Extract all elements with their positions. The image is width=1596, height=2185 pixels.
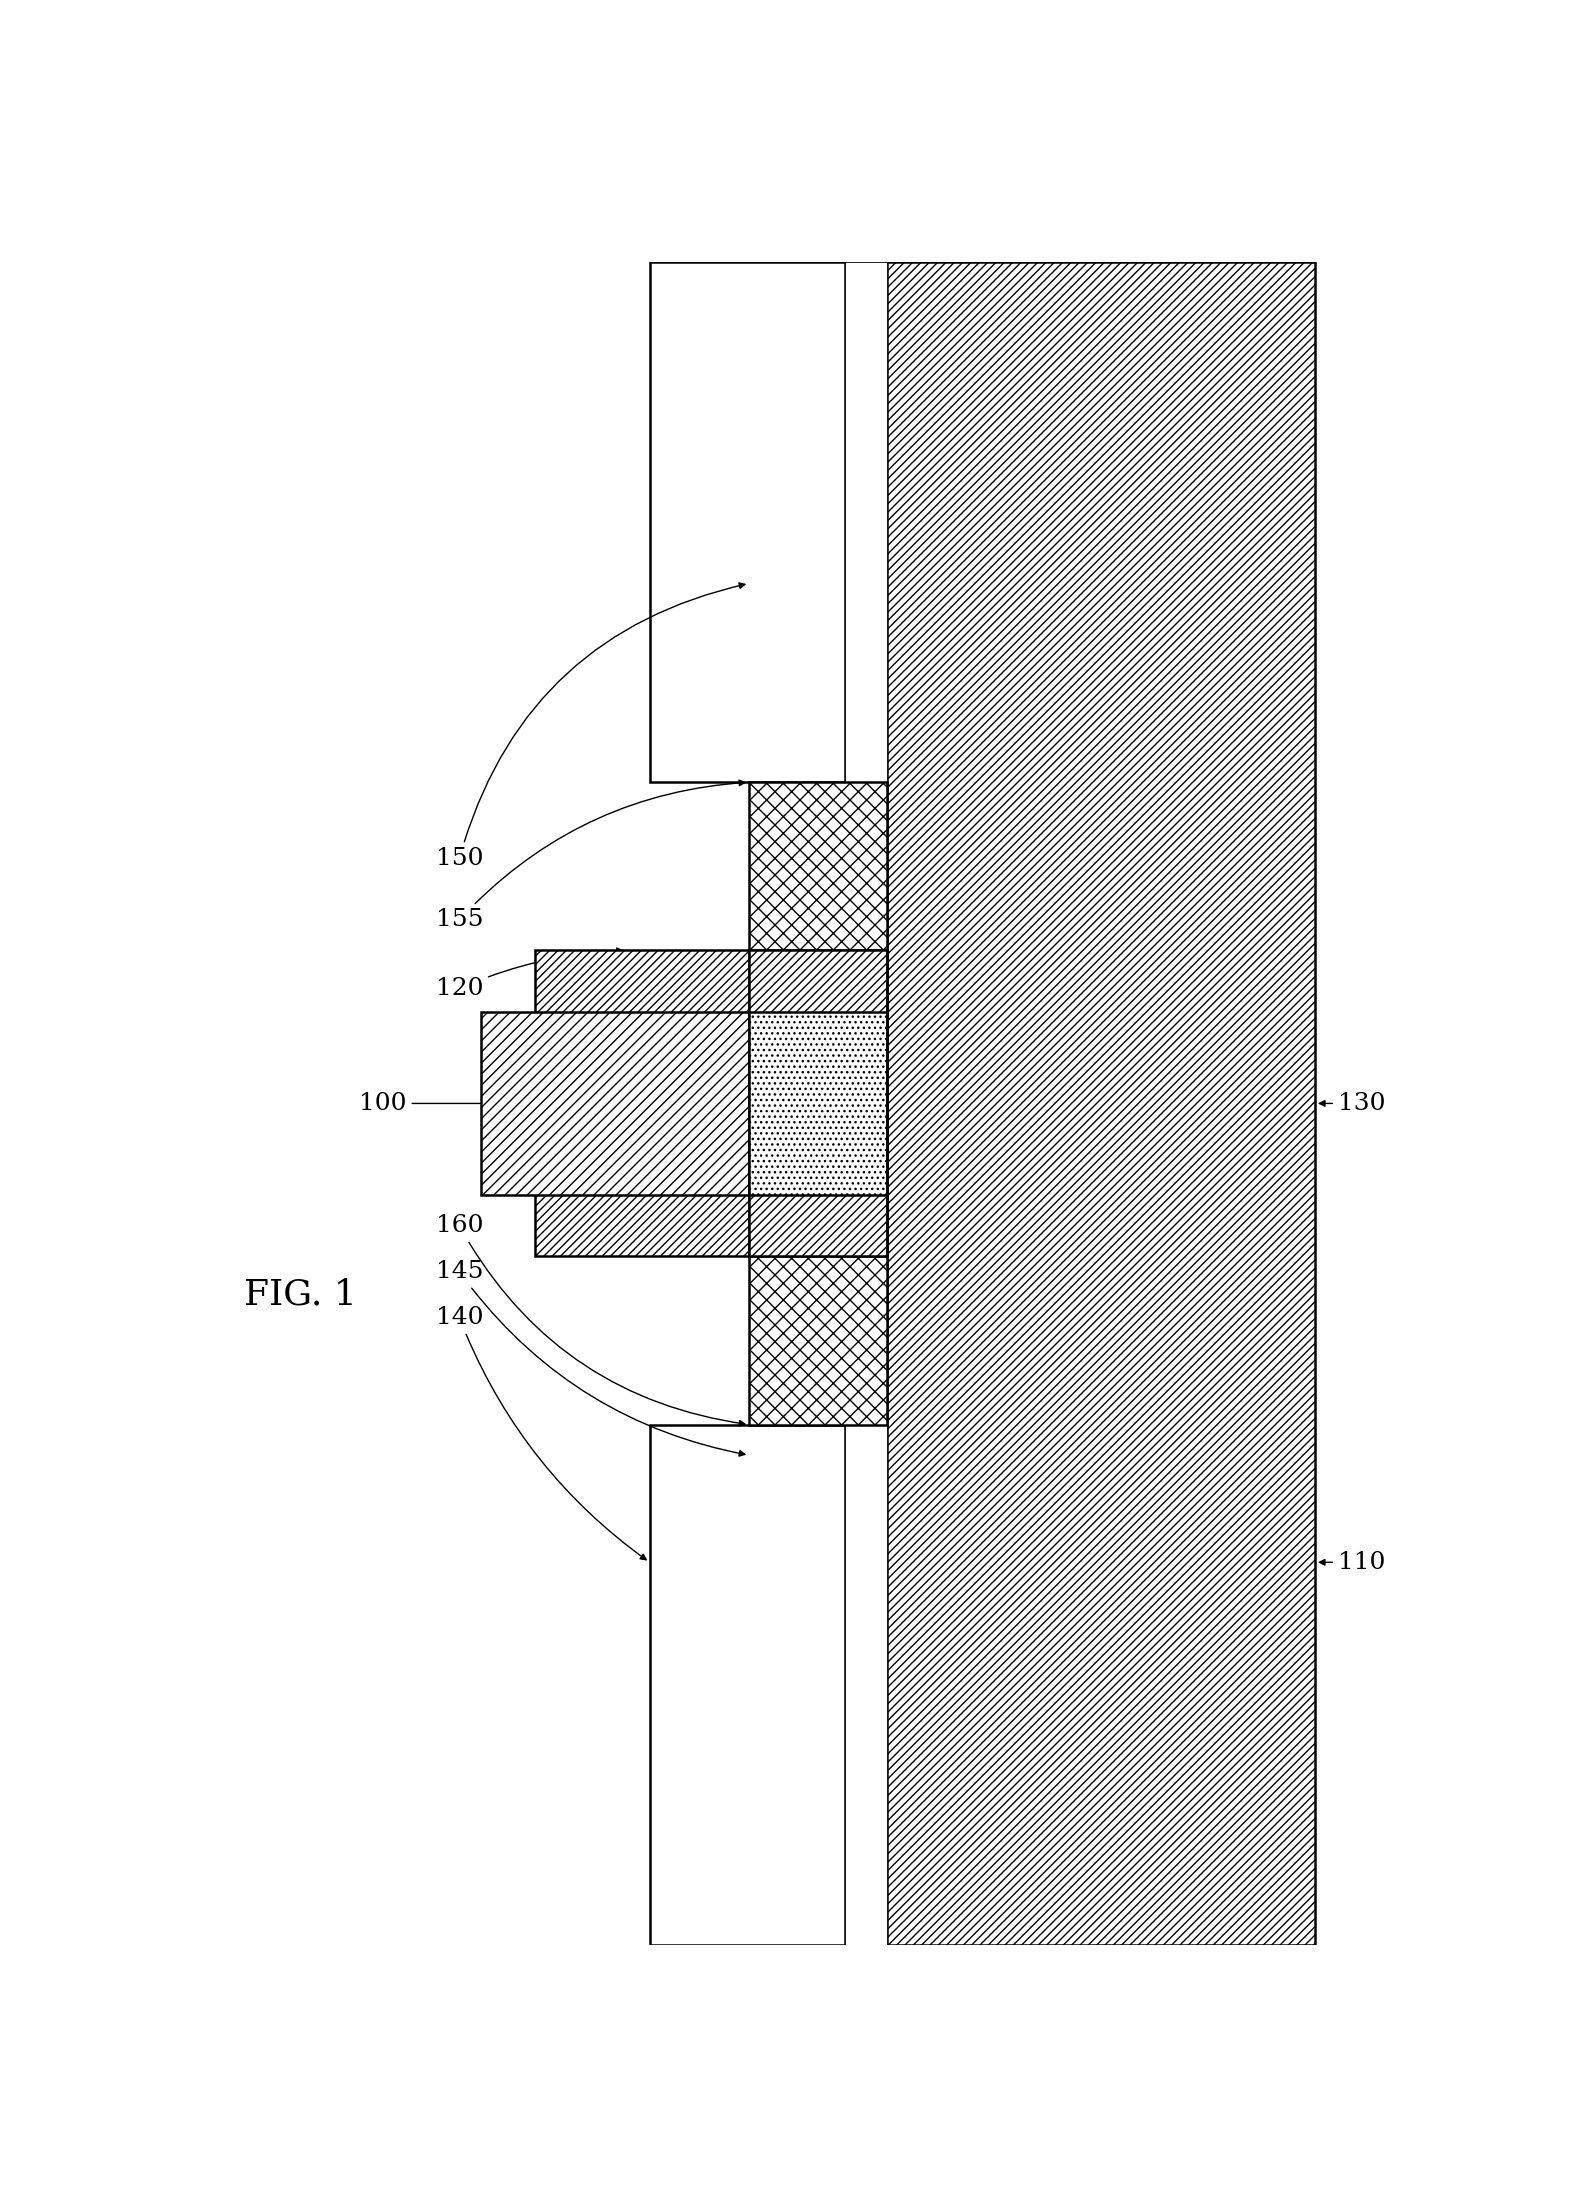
Text: 160: 160 [436, 1215, 745, 1427]
Text: 110: 110 [1320, 1551, 1385, 1573]
Bar [749, 950, 887, 1256]
Text: 100: 100 [359, 1092, 699, 1114]
Bar [844, 262, 887, 782]
Bar [887, 262, 1315, 1945]
Text: 145: 145 [436, 1261, 745, 1455]
Text: 150: 150 [436, 583, 745, 870]
Text: 140: 140 [436, 1307, 646, 1560]
Bar [535, 950, 749, 1256]
Bar [650, 1425, 844, 1945]
Bar [482, 1012, 749, 1195]
Text: 155: 155 [436, 780, 745, 931]
Bar [650, 262, 844, 782]
Bar [749, 782, 887, 950]
Bar [749, 1012, 887, 1195]
Bar [844, 1425, 887, 1945]
Text: FIG. 1: FIG. 1 [244, 1278, 358, 1311]
Text: 130: 130 [1320, 1092, 1385, 1114]
Bar [749, 1256, 887, 1425]
Text: 120: 120 [436, 948, 622, 1001]
